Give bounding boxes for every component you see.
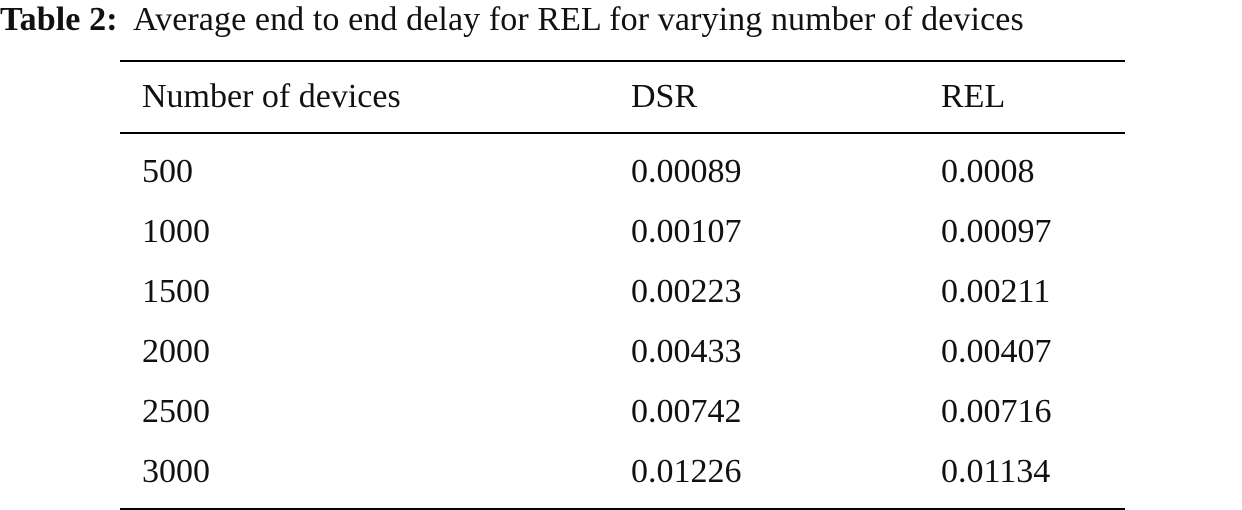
cell-devices: 1500 bbox=[142, 273, 210, 310]
table-caption: Table 2: Average end to end delay for RE… bbox=[0, 0, 1242, 40]
cell-dsr: 0.00089 bbox=[631, 153, 742, 190]
cell-dsr: 0.01226 bbox=[631, 453, 742, 490]
data-table: Number of devices DSR REL 500 0.00089 0.… bbox=[120, 60, 1125, 510]
cell-rel: 0.0008 bbox=[941, 153, 1035, 190]
cell-devices: 500 bbox=[142, 153, 193, 190]
caption-text: Average end to end delay for REL for var… bbox=[132, 1, 1024, 38]
table-row: 2500 0.00742 0.00716 bbox=[120, 382, 1125, 442]
cell-dsr: 0.00107 bbox=[631, 213, 742, 250]
table-row: 1000 0.00107 0.00097 bbox=[120, 202, 1125, 262]
header-row: Number of devices DSR REL bbox=[120, 61, 1125, 133]
table-row: 2000 0.00433 0.00407 bbox=[120, 322, 1125, 382]
cell-rel: 0.00407 bbox=[941, 333, 1052, 370]
cell-dsr: 0.00742 bbox=[631, 393, 742, 430]
cell-dsr: 0.00433 bbox=[631, 333, 742, 370]
table-row: 500 0.00089 0.0008 bbox=[120, 133, 1125, 202]
table-row: 3000 0.01226 0.01134 bbox=[120, 442, 1125, 509]
cell-rel: 0.01134 bbox=[941, 453, 1051, 490]
column-header-rel: REL bbox=[941, 78, 1006, 115]
cell-rel: 0.00716 bbox=[941, 393, 1052, 430]
cell-devices: 3000 bbox=[142, 453, 210, 490]
cell-devices: 2500 bbox=[142, 393, 210, 430]
table-container: Number of devices DSR REL 500 0.00089 0.… bbox=[120, 60, 1125, 510]
table-header: Number of devices DSR REL bbox=[120, 61, 1125, 133]
column-header-dsr: DSR bbox=[631, 78, 698, 115]
column-header-devices: Number of devices bbox=[142, 78, 401, 115]
cell-devices: 1000 bbox=[142, 213, 210, 250]
caption-label: Table 2: bbox=[0, 1, 118, 38]
table-body: 500 0.00089 0.0008 1000 0.00107 0.00097 … bbox=[120, 133, 1125, 509]
cell-devices: 2000 bbox=[142, 333, 210, 370]
cell-rel: 0.00097 bbox=[941, 213, 1052, 250]
cell-dsr: 0.00223 bbox=[631, 273, 742, 310]
table-row: 1500 0.00223 0.00211 bbox=[120, 262, 1125, 322]
cell-rel: 0.00211 bbox=[941, 273, 1051, 310]
